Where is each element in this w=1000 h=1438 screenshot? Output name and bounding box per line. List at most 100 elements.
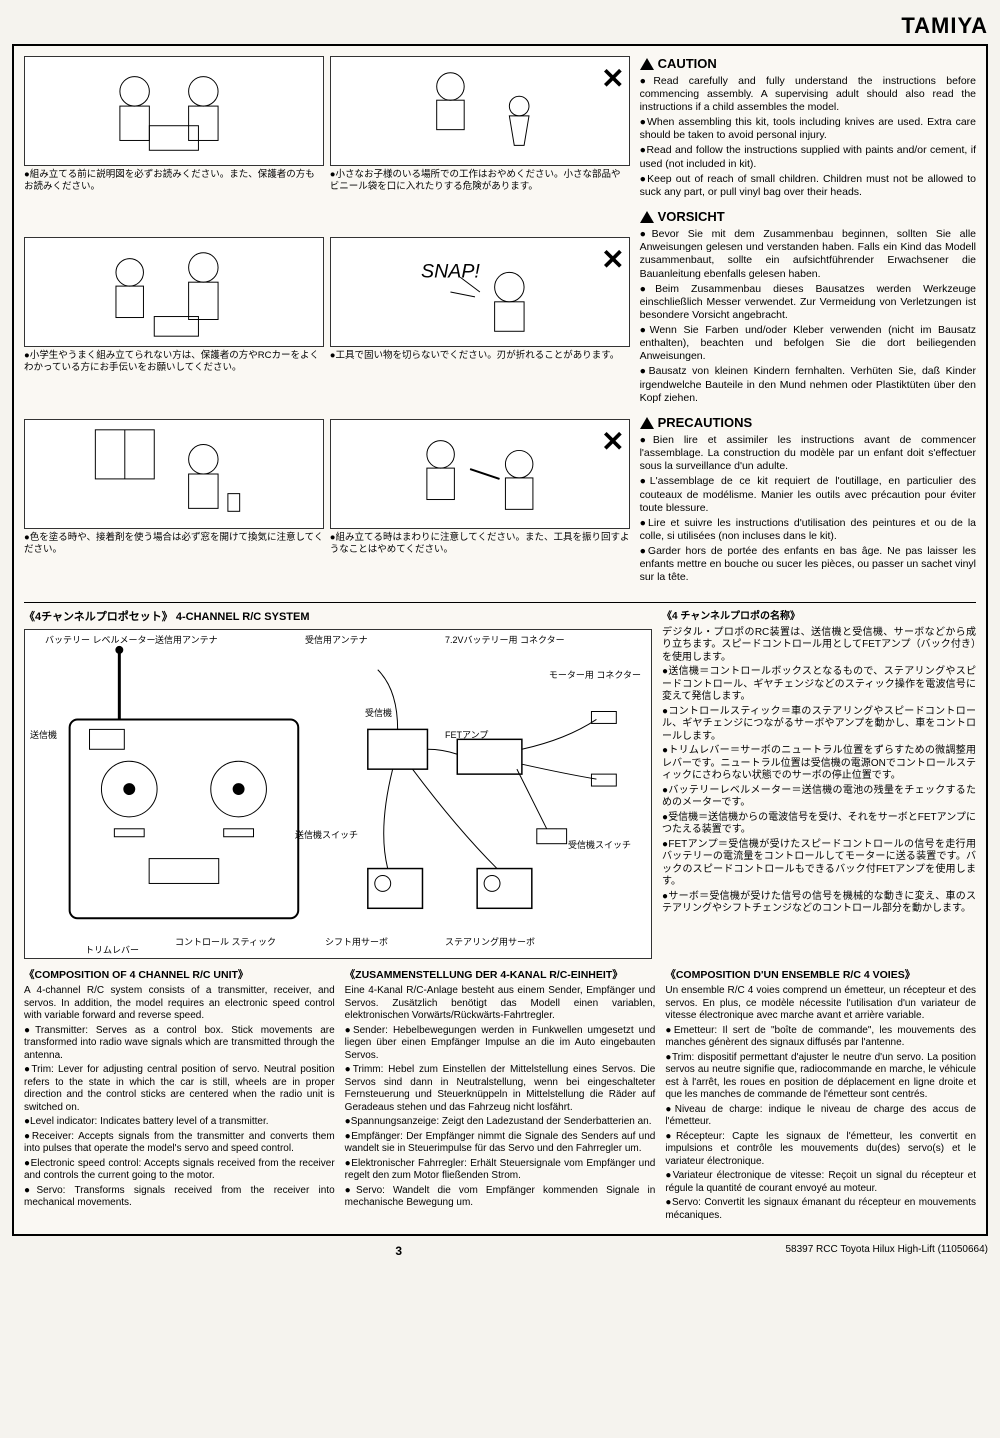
composition-intro: Un ensemble R/C 4 voies comprend un émet…: [665, 985, 976, 1023]
x-mark-icon: ✕: [601, 242, 624, 277]
rc-diagram-image: バッテリー レベルメーター 送信用アンテナ 受信用アンテナ 7.2Vバッテリー用…: [24, 629, 652, 959]
warning-item: Beim Zusammenbau dieses Bausatzes werden…: [640, 283, 976, 322]
warning-item: L'assemblage de ce kit requiert de l'out…: [640, 475, 976, 514]
illustration-image: [24, 237, 324, 347]
rc-diagram-panel: 《4チャンネルプロポセット》 4-CHANNEL R/C SYSTEM: [24, 611, 652, 959]
warning-item: Read carefully and fully understand the …: [640, 75, 976, 114]
x-mark-icon: ✕: [601, 424, 624, 459]
illustration-image: ✕: [330, 419, 630, 529]
illustration-caption: ●色を塗る時や、接着剤を使う場合は必ず窓を開けて換気に注意してください。: [24, 532, 324, 557]
rc-side-title: 《4 チャンネルプロポの名称》: [662, 611, 976, 624]
warning-heading: VORSICHT: [640, 209, 976, 225]
warning-block-fr: PRECAUTIONS Bien lire et assimiler les in…: [640, 415, 976, 585]
warning-item: Lire et suivre les instructions d'utilis…: [640, 517, 976, 543]
illustration-cell: SNAP! ✕ ●工具で固い物を切らないでください。刃が折れることがあります。: [330, 237, 630, 413]
page-number: 3: [395, 1244, 402, 1259]
composition-item: Receiver: Accepts signals from the trans…: [24, 1131, 335, 1156]
composition-row: 《COMPOSITION OF 4 CHANNEL R/C UNIT》 A 4-c…: [24, 969, 976, 1224]
composition-item: Trim: Lever for adjusting central positi…: [24, 1064, 335, 1114]
composition-intro: A 4-channel R/C system consists of a tra…: [24, 985, 335, 1023]
illustration-caption: ●小学生やうまく組み立てられない方は、保護者の方やRCカーをよくわかっている方に…: [24, 350, 324, 375]
composition-item: Servo: Wandelt die vom Empfänger kommend…: [345, 1185, 656, 1210]
illustration-cell: ●組み立てる前に説明図を必ずお読みください。また、保護者の方もお読みください。: [24, 56, 324, 232]
label-trim: トリムレバー: [85, 945, 139, 956]
rc-side-item: サーボ＝受信機が受けた信号の信号を機械的な動きに変え、車のステアリングやシフトチ…: [662, 891, 976, 916]
warning-heading: CAUTION: [640, 56, 976, 72]
warning-item: Wenn Sie Farben und/oder Kleber verwende…: [640, 324, 976, 363]
warning-item: When assembling this kit, tools includin…: [640, 116, 976, 142]
composition-item: Electronic speed control: Accepts signal…: [24, 1158, 335, 1183]
label-rx-antenna: 受信用アンテナ: [305, 635, 368, 646]
label-motor-conn: モーター用 コネクター: [549, 670, 641, 681]
composition-intro: Eine 4-Kanal R/C-Anlage besteht aus eine…: [345, 985, 656, 1023]
page-frame: ●組み立てる前に説明図を必ずお読みください。また、保護者の方もお読みください。✕…: [12, 44, 988, 1237]
warning-heading: PRECAUTIONS: [640, 415, 976, 431]
warning-item: Bausatz von kleinen Kindern fernhalten. …: [640, 365, 976, 404]
page-footer: 3 58397 RCC Toyota Hilux High-Lift (1105…: [12, 1244, 988, 1259]
rc-side-item: 送信機＝コントロールボックスとなるもので、ステアリングやスピードコントロール、ギ…: [662, 666, 976, 704]
warning-item: Bien lire et assimiler les instructions …: [640, 434, 976, 473]
label-battery-meter: バッテリー レベルメーター: [45, 635, 156, 646]
warning-item: Garder hors de portée des enfants en bas…: [640, 545, 976, 584]
rc-side-text: 《4 チャンネルプロポの名称》 デジタル・プロポのRC装置は、送信機と受信機、サ…: [662, 611, 976, 959]
rc-title: 《4チャンネルプロポセット》 4-CHANNEL R/C SYSTEM: [24, 611, 652, 625]
brand-logo: TAMIYA: [12, 12, 988, 40]
label-tx-antenna: 送信用アンテナ: [155, 635, 218, 646]
warning-block-en: CAUTION Read carefully and fully understa…: [640, 56, 976, 199]
warning-item: Keep out of reach of small children. Chi…: [640, 173, 976, 199]
composition-col-fr: 《COMPOSITION D'UN ENSEMBLE R/C 4 VOIES》 U…: [665, 969, 976, 1224]
composition-title: 《COMPOSITION D'UN ENSEMBLE R/C 4 VOIES》: [665, 969, 976, 982]
illustration-image: [24, 56, 324, 166]
composition-item: Récepteur: Capte les signaux de l'émette…: [665, 1131, 976, 1169]
composition-item: Elektronischer Fahrregler: Erhält Steuer…: [345, 1158, 656, 1183]
composition-item: Level indicator: Indicates battery level…: [24, 1116, 335, 1129]
label-rx-switch: 受信機スイッチ: [568, 840, 631, 851]
composition-item: Servo: Transforms signals received from …: [24, 1185, 335, 1210]
label-transmitter: 送信機: [30, 730, 57, 741]
rc-side-item: 受信機＝送信機からの電波信号を受け、それをサーボとFETアンプにつたえる装置です…: [662, 812, 976, 837]
illustration-cell: ✕ ●小さなお子様のいる場所での工作はおやめください。小さな部品やビニール袋を口に…: [330, 56, 630, 232]
label-shift-servo: シフト用サーボ: [325, 937, 388, 948]
warning-block-de: VORSICHT Bevor Sie mit dem Zusammenbau be…: [640, 209, 976, 405]
rc-side-item: バッテリーレベルメーター＝送信機の電池の残量をチェックするためのメーターです。: [662, 785, 976, 810]
composition-title: 《COMPOSITION OF 4 CHANNEL R/C UNIT》: [24, 969, 335, 982]
composition-item: Spannungsanzeige: Zeigt den Ladezustand …: [345, 1116, 656, 1129]
composition-item: Variateur électronique de vitesse: Reçoi…: [665, 1170, 976, 1195]
composition-item: Sender: Hebelbewegungen werden in Funkwe…: [345, 1025, 656, 1063]
label-fet-amp: FETアンプ: [445, 730, 488, 741]
composition-col-en: 《COMPOSITION OF 4 CHANNEL R/C UNIT》 A 4-c…: [24, 969, 335, 1224]
illustration-caption: ●組み立てる前に説明図を必ずお読みください。また、保護者の方もお読みください。: [24, 169, 324, 194]
rc-side-item: FETアンプ＝受信機が受けたスピードコントロールの信号を走行用バッテリーの電流量…: [662, 839, 976, 889]
composition-item: Niveau de charge: indique le niveau de c…: [665, 1104, 976, 1129]
composition-item: Servo: Convertit les signaux émanant du …: [665, 1197, 976, 1222]
composition-item: Trimm: Hebel zum Einstellen der Mittelst…: [345, 1064, 656, 1114]
illustration-caption: ●組み立てる時はまわりに注意してください。また、工具を振り回すようなことはやめて…: [330, 532, 630, 557]
illustration-cell: ✕ ●組み立てる時はまわりに注意してください。また、工具を振り回すようなことはやめ…: [330, 419, 630, 595]
rc-section: 《4チャンネルプロポセット》 4-CHANNEL R/C SYSTEM: [24, 611, 976, 959]
composition-title: 《ZUSAMMENSTELLUNG DER 4-KANAL R/C-EINHEI…: [345, 969, 656, 982]
illustration-cell: ●小学生やうまく組み立てられない方は、保護者の方やRCカーをよくわかっている方に…: [24, 237, 324, 413]
illustration-grid: ●組み立てる前に説明図を必ずお読みください。また、保護者の方もお読みください。✕…: [24, 56, 630, 595]
illustration-caption: ●工具で固い物を切らないでください。刃が折れることがあります。: [330, 350, 630, 362]
rc-side-item: コントロールスティック＝車のステアリングやスピードコントロール、ギヤチェンジにつ…: [662, 706, 976, 744]
svg-text:SNAP!: SNAP!: [421, 260, 480, 282]
composition-item: Trim: dispositif permettant d'ajuster le…: [665, 1052, 976, 1102]
illustration-cell: ●色を塗る時や、接着剤を使う場合は必ず窓を開けて換気に注意してください。: [24, 419, 324, 595]
label-tx-switch: 送信機スイッチ: [295, 830, 358, 841]
composition-col-de: 《ZUSAMMENSTELLUNG DER 4-KANAL R/C-EINHEI…: [345, 969, 656, 1224]
illustration-caption: ●小さなお子様のいる場所での工作はおやめください。小さな部品やビニール袋を口に入…: [330, 169, 630, 194]
warning-item: Read and follow the instructions supplie…: [640, 144, 976, 170]
illustration-image: SNAP! ✕: [330, 237, 630, 347]
top-section: ●組み立てる前に説明図を必ずお読みください。また、保護者の方もお読みください。✕…: [24, 56, 976, 604]
product-code: 58397 RCC Toyota Hilux High-Lift (110506…: [785, 1244, 988, 1259]
label-receiver: 受信機: [365, 708, 392, 719]
composition-item: Transmitter: Serves as a control box. St…: [24, 1025, 335, 1063]
label-steering-servo: ステアリング用サーボ: [445, 937, 535, 948]
warning-column: CAUTION Read carefully and fully understa…: [640, 56, 976, 595]
composition-item: Emetteur: Il sert de "boîte de commande"…: [665, 1025, 976, 1050]
x-mark-icon: ✕: [601, 61, 624, 96]
rc-side-intro: デジタル・プロポのRC装置は、送信機と受信機、サーボなどから成り立ちます。スピー…: [662, 627, 976, 665]
warning-item: Bevor Sie mit dem Zusammenbau beginnen, …: [640, 228, 976, 281]
label-control-stick: コントロール スティック: [175, 937, 276, 948]
label-battery-conn: 7.2Vバッテリー用 コネクター: [445, 635, 565, 646]
